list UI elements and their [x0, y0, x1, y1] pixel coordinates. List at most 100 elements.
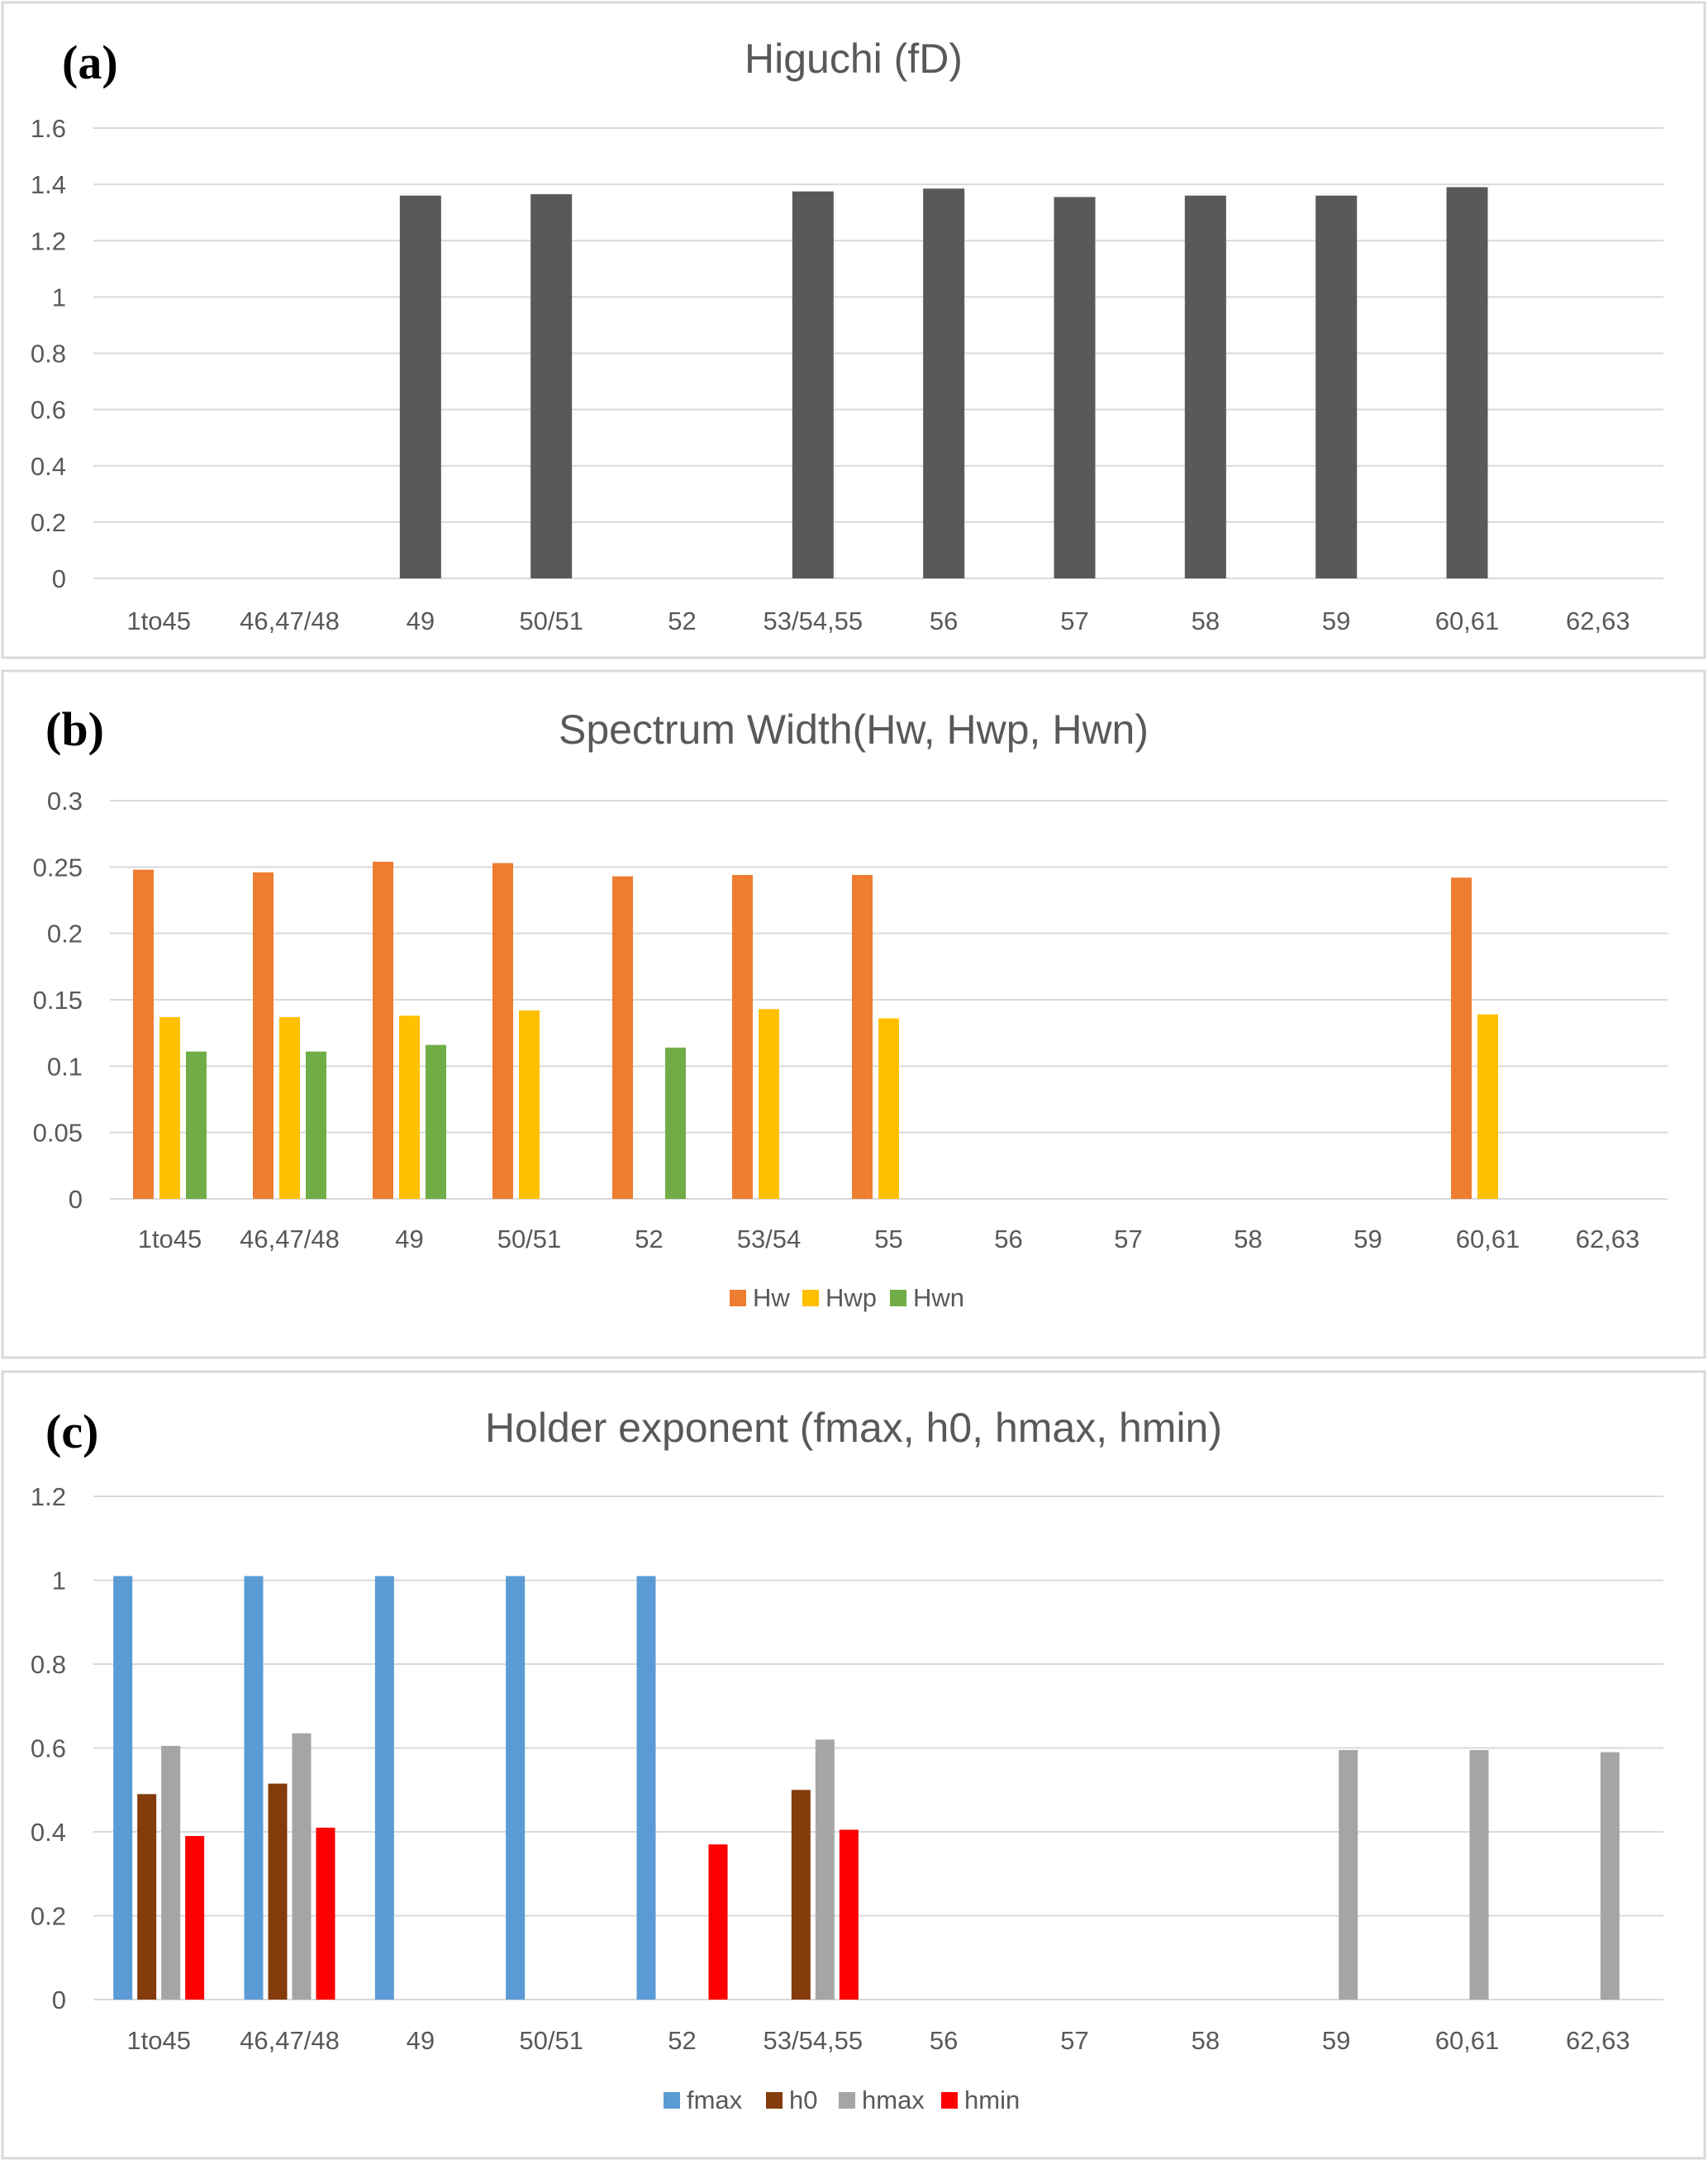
bar-hmax-5 [815, 1739, 835, 2000]
x-tick-label: 56 [994, 1225, 1022, 1253]
bar-fd-5 [792, 191, 834, 578]
bar-hwp-11 [1477, 1014, 1498, 1199]
chart-c-frame [1, 1370, 1706, 2160]
bar-fmax-3 [506, 1576, 526, 2000]
bar-hmax-10 [1469, 1750, 1489, 2000]
bar-hw-6 [852, 874, 873, 1199]
bar-fmax-2 [374, 1576, 394, 2000]
y-tick-label: 0.1 [47, 1052, 83, 1081]
chart-a-panel-label: (a) [62, 36, 118, 89]
legend-label: h0 [789, 2086, 817, 2114]
bar-hw-4 [612, 876, 633, 1199]
legend-label: hmax [862, 2086, 925, 2114]
legend-swatch [802, 1290, 819, 1306]
bar-fd-2 [399, 195, 441, 578]
y-tick-label: 1.2 [31, 226, 66, 255]
legend-label: Hw [753, 1283, 790, 1312]
bar-h0-0 [137, 1794, 157, 2000]
y-tick-label: 0 [52, 1986, 66, 2014]
x-tick-label: 59 [1322, 2026, 1350, 2055]
bar-hwp-3 [519, 1010, 540, 1199]
bar-hw-1 [253, 872, 274, 1199]
y-tick-label: 0 [52, 564, 66, 593]
chart-a-higuchi: (a) Higuchi (fD) 0 0.2 0.4 0.6 0.8 1 1.2 1.4 1.6… [1, 1, 1706, 659]
y-tick-label: 0.3 [47, 787, 83, 816]
legend-item-hmin: hmin [941, 2086, 1020, 2114]
bar-hmax-11 [1600, 1752, 1620, 2000]
legend-swatch [941, 2092, 958, 2109]
x-tick-label: 49 [407, 606, 435, 635]
bar-hwn-2 [426, 1044, 446, 1199]
y-tick-label: 0 [69, 1185, 83, 1214]
legend-item-hwn: Hwn [890, 1283, 964, 1312]
x-tick-label: 62,63 [1576, 1225, 1640, 1253]
y-tick-label: 1.6 [31, 114, 66, 143]
y-tick-label: 0.6 [31, 396, 66, 425]
x-tick-label: 53/54,55 [763, 606, 863, 635]
bar-hw-0 [133, 869, 154, 1199]
y-tick-label: 0.8 [31, 340, 66, 369]
x-tick-label: 60,61 [1435, 2026, 1500, 2055]
legend-item-h0: h0 [766, 2086, 817, 2114]
x-tick-label: 1to45 [126, 2026, 191, 2055]
y-tick-label: 0.05 [33, 1119, 83, 1148]
x-tick-label: 62,63 [1566, 2026, 1630, 2055]
bar-hwp-1 [279, 1016, 300, 1199]
legend-swatch [664, 2092, 680, 2109]
bar-hmin-4 [708, 1844, 728, 2000]
x-tick-label: 49 [407, 2026, 435, 2055]
x-tick-label: 1to45 [138, 1225, 202, 1253]
x-tick-label: 57 [1060, 606, 1088, 635]
bar-hwp-5 [759, 1009, 779, 1199]
bar-fd-3 [530, 194, 573, 578]
chart-c-holder-exponent: (c) Holder exponent (fmax, h0, hmax, hmi… [1, 1370, 1706, 2160]
bar-fd-8 [1184, 195, 1226, 578]
y-tick-label: 1 [52, 283, 66, 312]
y-tick-label: 0.2 [31, 508, 66, 537]
x-tick-label: 50/51 [519, 2026, 583, 2055]
chart-c-panel-label: (c) [45, 1405, 98, 1458]
legend-swatch [730, 1290, 746, 1306]
x-tick-label: 58 [1192, 606, 1220, 635]
legend-item-fmax: fmax [664, 2086, 743, 2114]
legend-swatch [766, 2092, 783, 2109]
x-tick-label: 59 [1354, 1225, 1382, 1253]
bar-hmax-1 [292, 1733, 312, 2000]
bar-hmin-1 [316, 1827, 335, 2000]
bar-hwp-2 [399, 1015, 420, 1199]
legend-swatch [890, 1290, 906, 1306]
x-tick-label: 46,47/48 [240, 1225, 340, 1253]
bar-hwp-6 [878, 1018, 899, 1199]
x-tick-label: 62,63 [1566, 606, 1630, 635]
bar-fmax-0 [113, 1576, 133, 2000]
chart-b-panel-label: (b) [45, 702, 104, 756]
bar-hw-2 [373, 861, 393, 1199]
bar-hwp-0 [159, 1016, 180, 1199]
x-tick-label: 53/54 [737, 1225, 802, 1253]
x-tick-label: 55 [874, 1225, 902, 1253]
bar-fd-6 [923, 188, 965, 578]
y-tick-label: 0.15 [33, 986, 83, 1015]
x-tick-label: 1to45 [126, 606, 191, 635]
x-tick-label: 52 [668, 2026, 696, 2055]
x-tick-label: 56 [930, 2026, 958, 2055]
x-tick-label: 50/51 [497, 1225, 562, 1253]
legend-item-hmax: hmax [839, 2086, 925, 2114]
bar-hwn-0 [186, 1051, 207, 1199]
y-tick-label: 1 [52, 1567, 66, 1596]
bar-h0-5 [791, 1790, 811, 2000]
y-tick-label: 1.2 [31, 1482, 66, 1511]
legend-label: fmax [687, 2086, 743, 2114]
legend-label: Hwp [825, 1283, 877, 1312]
x-tick-label: 57 [1114, 1225, 1142, 1253]
y-tick-label: 0.6 [31, 1734, 66, 1763]
bar-hw-11 [1451, 877, 1472, 1199]
y-tick-label: 0.25 [33, 853, 83, 882]
y-tick-label: 0.4 [31, 452, 66, 481]
legend-item-hw: Hw [730, 1283, 790, 1312]
chart-b-title: Spectrum Width(Hw, Hwp, Hwn) [559, 706, 1149, 753]
x-tick-label: 60,61 [1435, 606, 1500, 635]
chart-c-title: Holder exponent (fmax, h0, hmax, hmin) [485, 1405, 1222, 1451]
y-tick-label: 0.2 [47, 920, 83, 949]
bar-hwn-4 [665, 1047, 686, 1199]
